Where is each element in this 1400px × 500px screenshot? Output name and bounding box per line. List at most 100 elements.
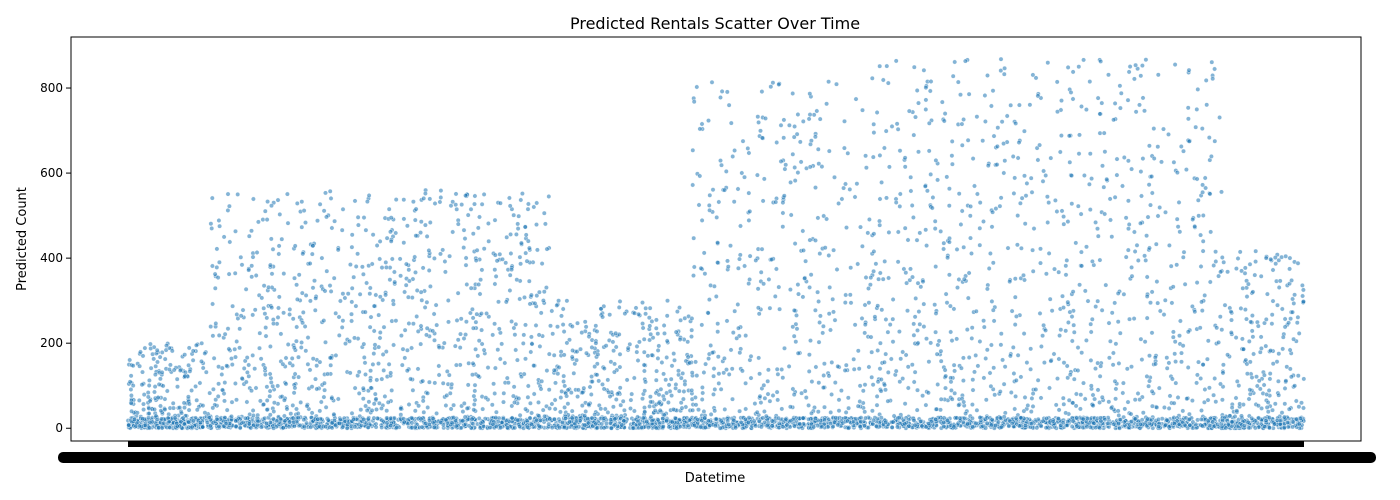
data-point [1192, 223, 1198, 229]
data-point [654, 317, 659, 323]
data-point [208, 324, 214, 329]
data-point [209, 195, 215, 201]
data-point [224, 407, 230, 413]
data-point [717, 425, 723, 431]
data-point [959, 208, 965, 214]
data-point [554, 302, 560, 308]
data-point [883, 128, 889, 134]
y-tick-label: 600 [40, 166, 63, 180]
data-point [313, 295, 319, 301]
data-point [863, 275, 869, 280]
data-point [1175, 170, 1180, 176]
data-point [716, 199, 722, 205]
data-point [954, 336, 960, 342]
data-point [470, 372, 475, 378]
data-point [1027, 102, 1033, 108]
data-point [409, 345, 414, 351]
data-point [1118, 90, 1124, 96]
data-point [691, 264, 697, 270]
data-point [794, 131, 800, 137]
data-point [317, 201, 323, 207]
data-point [1078, 392, 1084, 398]
data-point [730, 154, 736, 159]
data-point [579, 403, 585, 408]
data-point [1121, 155, 1127, 160]
data-point [255, 219, 261, 225]
data-point [808, 338, 813, 343]
data-point [564, 298, 570, 304]
data-point [1048, 358, 1054, 364]
data-point [649, 352, 655, 358]
data-point [523, 322, 528, 328]
data-point [235, 191, 241, 197]
data-point [1236, 383, 1242, 388]
data-point [182, 352, 188, 358]
data-point [824, 101, 829, 107]
data-point [500, 256, 505, 262]
data-point [911, 417, 917, 423]
data-point [190, 348, 196, 354]
data-point [1221, 259, 1227, 265]
data-point [1132, 229, 1137, 235]
data-point [1063, 328, 1069, 334]
data-point [276, 251, 282, 257]
data-point [594, 372, 600, 378]
data-point [845, 395, 851, 401]
data-point [975, 191, 980, 197]
data-point [509, 267, 514, 272]
data-point [427, 220, 433, 225]
data-point [495, 419, 501, 424]
data-point [867, 217, 872, 222]
data-point [640, 300, 645, 305]
data-point [492, 281, 498, 287]
data-point [1265, 409, 1271, 415]
data-point [1109, 234, 1115, 240]
data-point [863, 153, 868, 159]
data-point [268, 375, 274, 381]
data-point [831, 309, 836, 315]
data-point [343, 341, 348, 346]
data-point [843, 409, 849, 415]
data-point [1061, 360, 1067, 366]
data-point [869, 349, 875, 355]
data-point [515, 417, 520, 423]
data-point [569, 408, 575, 414]
data-point [374, 407, 379, 412]
data-point [912, 369, 918, 375]
data-point [846, 425, 851, 431]
data-point [826, 253, 832, 258]
data-point [1268, 348, 1274, 353]
data-point [1079, 350, 1085, 356]
data-point [718, 418, 724, 424]
data-point [253, 273, 259, 278]
data-point [619, 422, 625, 428]
data-point [500, 416, 506, 422]
data-point [1247, 359, 1253, 365]
data-point [146, 377, 152, 383]
data-point [349, 318, 354, 324]
data-point [539, 261, 545, 266]
data-point [1016, 140, 1022, 145]
data-point [1135, 258, 1141, 263]
data-point [617, 364, 623, 370]
data-point [464, 405, 470, 411]
data-point [911, 215, 916, 220]
data-point [883, 317, 889, 322]
data-point [1069, 173, 1075, 179]
data-point [1059, 98, 1064, 104]
data-point [434, 410, 439, 416]
data-point [475, 353, 481, 359]
data-point [1181, 148, 1186, 154]
data-point [290, 402, 296, 408]
data-point [832, 317, 838, 323]
data-point [601, 425, 607, 431]
data-point [613, 397, 619, 402]
data-point [421, 195, 427, 201]
data-point [299, 199, 305, 205]
data-point [424, 332, 429, 338]
data-point [908, 266, 913, 272]
data-point [511, 384, 517, 390]
data-point [434, 322, 440, 328]
data-point [472, 382, 478, 388]
data-point [816, 299, 821, 304]
